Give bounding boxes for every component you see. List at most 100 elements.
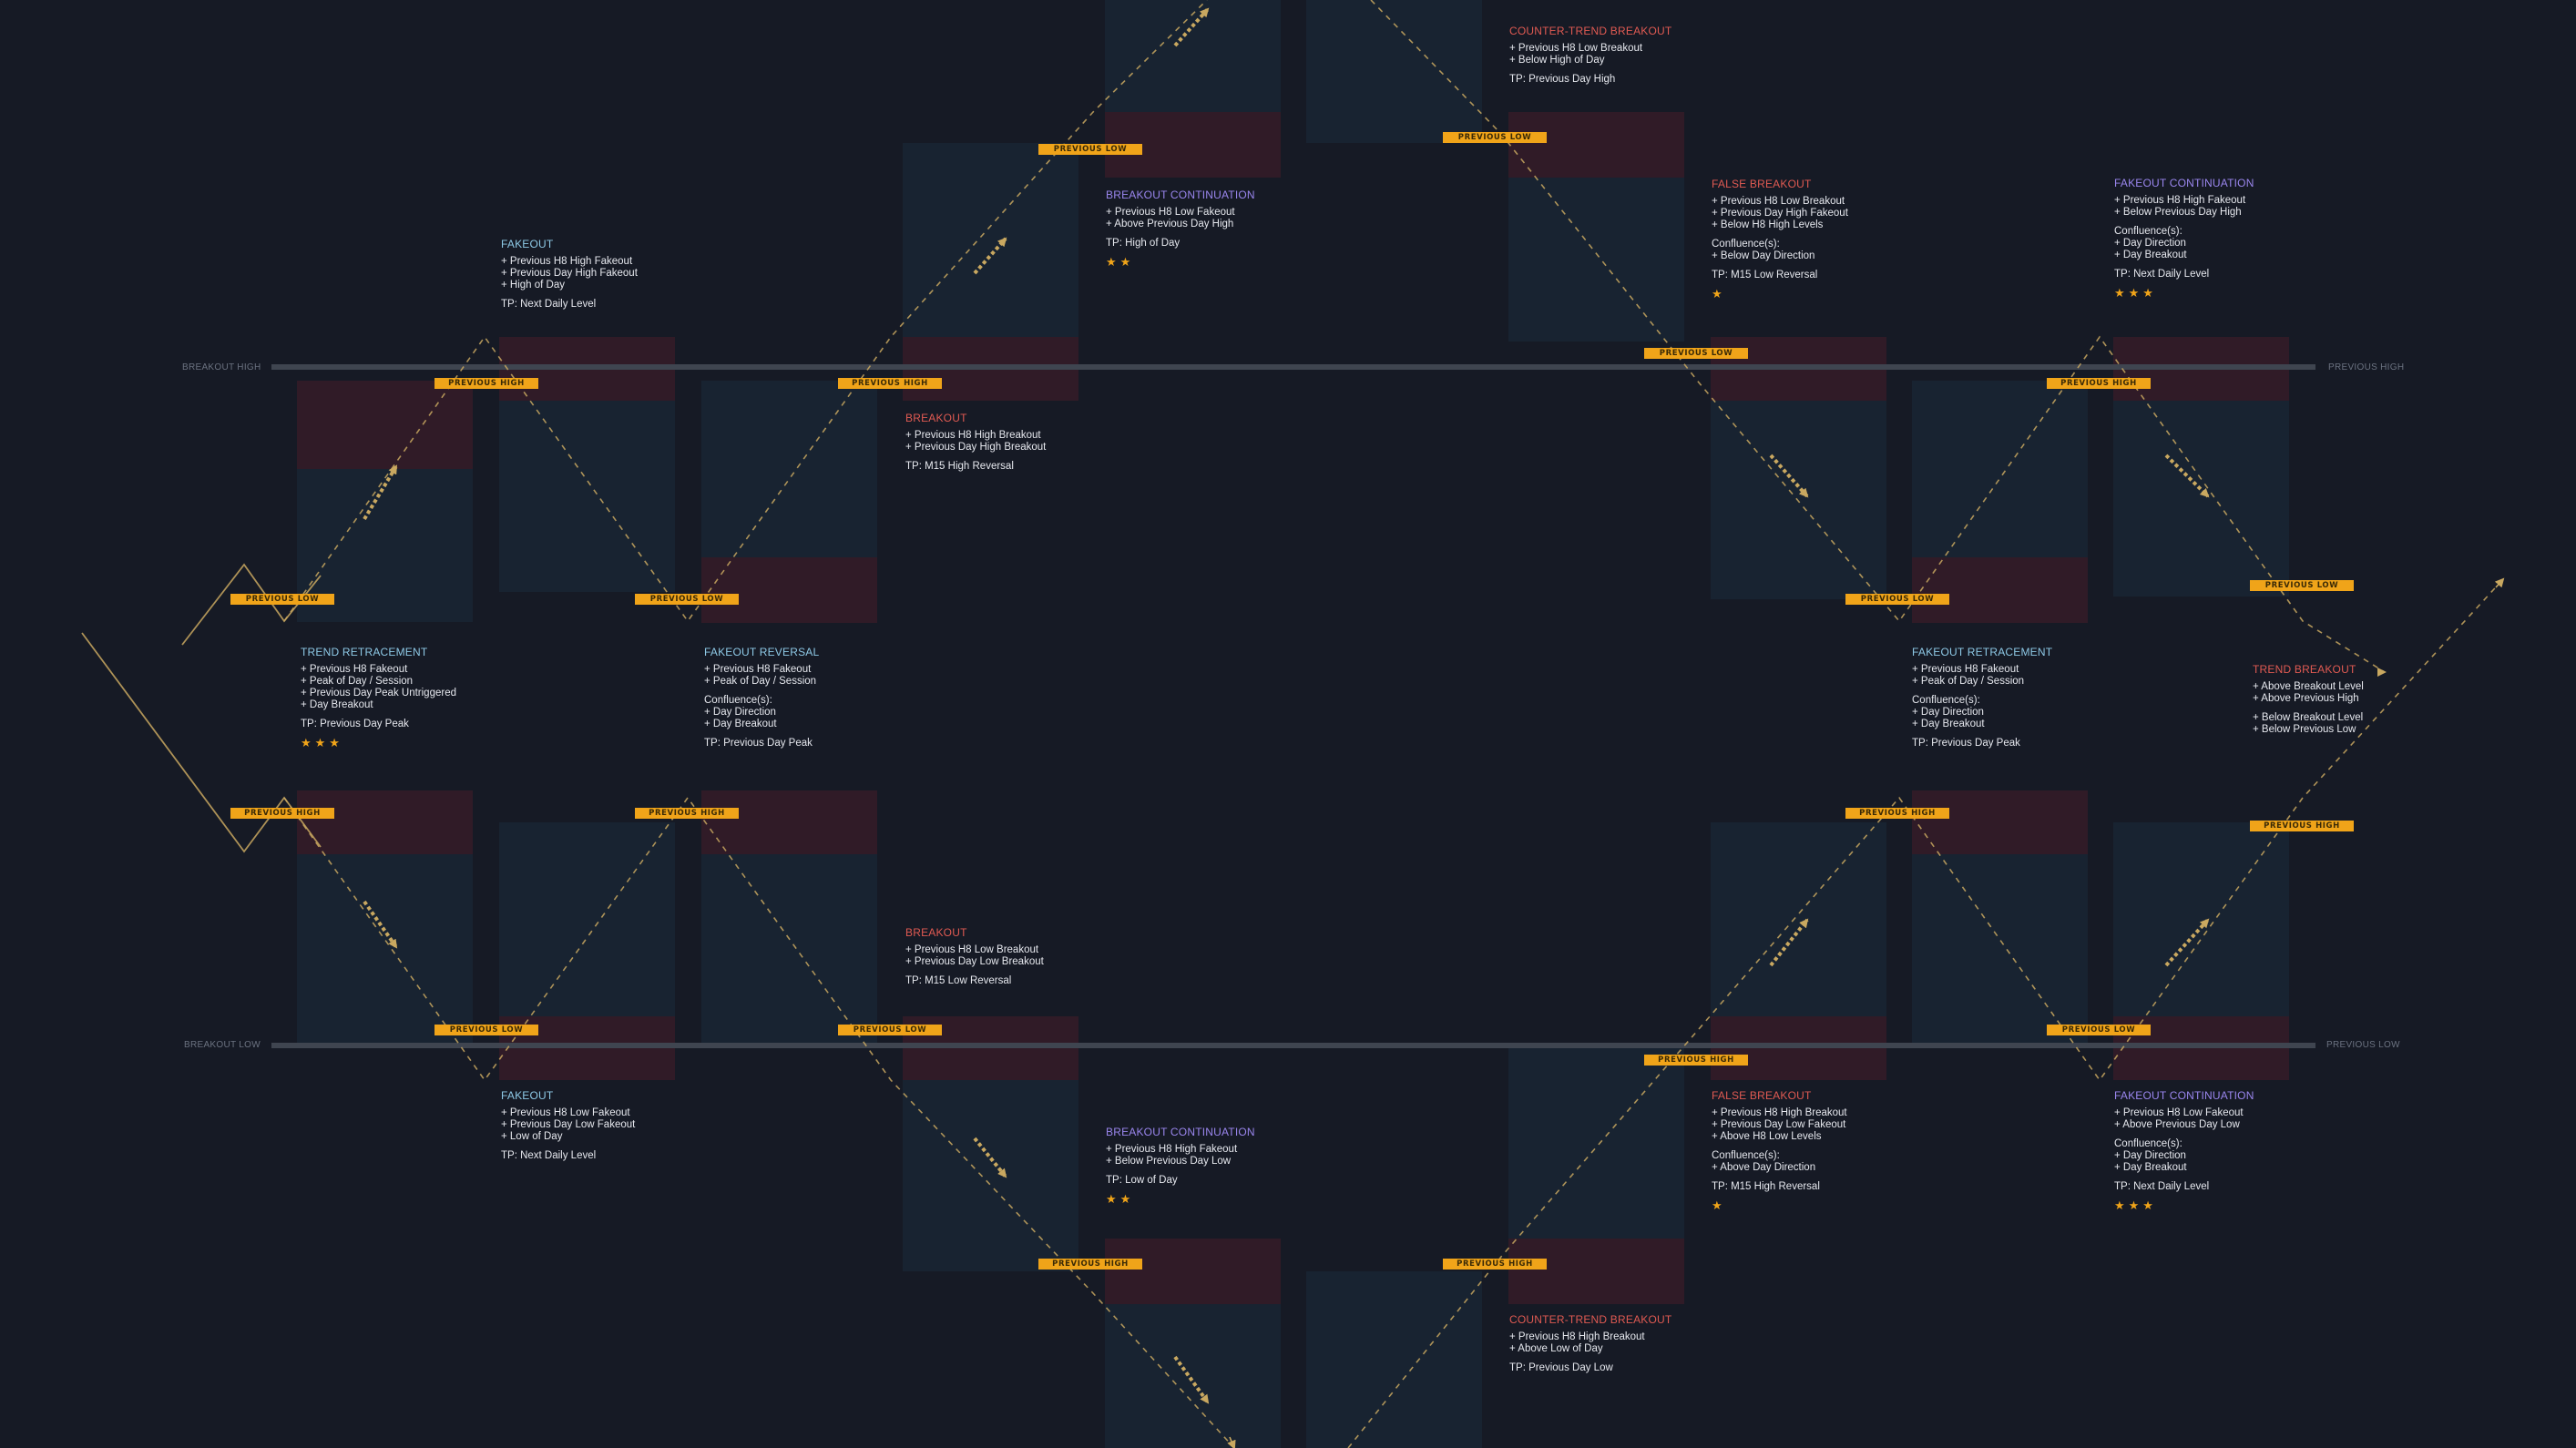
setup-condition: + Previous H8 Low Fakeout: [501, 1107, 630, 1118]
setup-confluence: + Day Breakout: [704, 719, 777, 729]
setup-condition: + Previous Day High Fakeout: [1712, 208, 1848, 219]
zones-layer: [297, 0, 2289, 1448]
demand-zone: [903, 1080, 1078, 1271]
setup-confluence: + Day Breakout: [2114, 250, 2187, 260]
previous-low-tag: PREVIOUS LOW: [1644, 348, 1748, 359]
setup-condition: + Previous H8 High Breakout: [905, 430, 1041, 441]
setup-condition: + Previous H8 Fakeout: [1912, 664, 2019, 675]
rating-stars-icon: ★★★: [2114, 1198, 2157, 1212]
setup-trend-retracement: TREND RETRACEMENT + Previous H8 Fakeout + …: [301, 647, 456, 749]
previous-low-tag: PREVIOUS LOW: [434, 1025, 538, 1035]
setup-condition: + Previous H8 Fakeout: [301, 664, 408, 675]
setup-condition: + Peak of Day / Session: [1912, 676, 2025, 687]
previous-high-tag: PREVIOUS HIGH: [1644, 1055, 1748, 1066]
direction-arrow-icon: [2164, 918, 2210, 967]
setup-fakeout-top: FAKEOUT + Previous H8 High Fakeout + Previ…: [501, 239, 638, 311]
setup-title: FAKEOUT: [501, 238, 554, 250]
setup-condition: + Below H8 High Levels: [1712, 219, 1824, 230]
setup-confluence: + Day Direction: [2114, 238, 2186, 249]
direction-arrow-icon: [1769, 454, 1809, 498]
breakout-high-label: BREAKOUT HIGH: [182, 362, 261, 372]
setup-title: BREAKOUT CONTINUATION: [1106, 189, 1255, 201]
setup-fakeout-bottom: FAKEOUT + Previous H8 Low Fakeout + Previo…: [501, 1090, 635, 1162]
demand-zone: [701, 854, 877, 1045]
setup-take-profit: TP: M15 Low Reversal: [905, 975, 1012, 986]
previous-high-tag: PREVIOUS HIGH: [230, 808, 334, 819]
price-path-lower-bullish: [1347, 578, 2504, 1448]
previous-low-tag: PREVIOUS LOW: [635, 594, 739, 605]
setup-take-profit: TP: Next Daily Level: [501, 299, 597, 310]
previous-high-tag: PREVIOUS HIGH: [2250, 821, 2354, 831]
setup-take-profit: TP: Previous Day Peak: [301, 719, 409, 729]
setup-take-profit: TP: M15 High Reversal: [1712, 1181, 1820, 1192]
setup-title: BREAKOUT: [905, 412, 967, 424]
setup-take-profit: TP: M15 Low Reversal: [1712, 270, 1818, 280]
supply-zone: [701, 557, 877, 623]
setup-condition: + High of Day: [501, 280, 565, 291]
demand-zone: [1508, 178, 1684, 342]
setup-condition: + Previous H8 Low Fakeout: [2114, 1107, 2244, 1118]
breakout-low-label: BREAKOUT LOW: [184, 1040, 261, 1050]
direction-arrow-icon: [363, 464, 398, 521]
setup-condition: + Previous Day Low Fakeout: [501, 1119, 636, 1130]
demand-zone: [1711, 401, 1886, 599]
setup-condition: + Previous Day Low Breakout: [905, 956, 1044, 967]
demand-zone: [1711, 822, 1886, 1016]
price-path-solid-bottom-left: [81, 632, 322, 853]
direction-arrow-icon: [2164, 454, 2210, 498]
demand-zone: [701, 381, 877, 557]
setup-condition: + Peak of Day / Session: [301, 676, 414, 687]
rating-stars-icon: ★: [1712, 287, 1726, 301]
setup-fakeout-continuation-bottom: FAKEOUT CONTINUATION + Previous H8 Low Fa…: [2114, 1090, 2254, 1212]
setup-false-breakout-bottom: FALSE BREAKOUT + Previous H8 High Breakou…: [1712, 1090, 1847, 1212]
setup-title: FALSE BREAKOUT: [1712, 178, 1812, 190]
supply-zone: [1105, 1239, 1281, 1304]
demand-zone: [297, 854, 473, 1045]
setup-condition: + Below Previous Day High: [2114, 207, 2242, 218]
setup-condition: + Previous H8 High Fakeout: [2114, 195, 2246, 206]
direction-arrow-icon: [1173, 7, 1210, 47]
previous-high-tag: PREVIOUS HIGH: [635, 808, 739, 819]
setup-title: FAKEOUT REVERSAL: [704, 646, 820, 658]
setup-fakeout-retracement: FAKEOUT RETRACEMENT + Previous H8 Fakeout…: [1912, 647, 2052, 749]
demand-zone: [903, 143, 1078, 337]
supply-zone: [1912, 557, 2088, 623]
setup-title: COUNTER-TREND BREAKOUT: [1509, 25, 1672, 37]
direction-arrow-icon: [363, 900, 398, 949]
demand-zone: [1105, 0, 1281, 112]
setup-confluence: Confluence(s):: [704, 695, 772, 706]
setup-condition: + Below High of Day: [1509, 55, 1605, 66]
setup-fakeout-continuation-top: FAKEOUT CONTINUATION + Previous H8 High F…: [2114, 177, 2254, 300]
previous-high-tag: PREVIOUS HIGH: [1038, 1259, 1142, 1270]
levels-layer: [271, 364, 2315, 1048]
setup-condition: + Peak of Day / Session: [704, 676, 817, 687]
rating-stars-icon: ★: [1712, 1198, 1726, 1212]
setup-condition: + Above Low of Day: [1509, 1343, 1603, 1354]
setup-title: TREND RETRACEMENT: [301, 646, 428, 658]
setup-condition: + Previous H8 Low Breakout: [905, 944, 1039, 955]
setup-breakout-continuation-top: BREAKOUT CONTINUATION + Previous H8 Low F…: [1106, 189, 1255, 269]
previous-high-tag: PREVIOUS HIGH: [838, 378, 942, 389]
demand-zone: [2113, 401, 2289, 597]
supply-zone: [297, 381, 473, 469]
arrow-end-icon: [1227, 1436, 1236, 1448]
supply-zone: [1912, 790, 2088, 854]
setup-condition: + Previous H8 Fakeout: [704, 664, 812, 675]
demand-zone: [1912, 381, 2088, 557]
setup-confluence: + Below Breakout Level: [2253, 712, 2364, 723]
setup-condition: + Previous H8 High Breakout: [1712, 1107, 1847, 1118]
setup-confluence: + Day Direction: [1912, 707, 1984, 718]
setup-title: BREAKOUT CONTINUATION: [1106, 1126, 1255, 1138]
demand-zone: [1912, 854, 2088, 1045]
setup-condition: + Previous Day High Breakout: [905, 442, 1047, 453]
setup-confluence: + Day Direction: [2114, 1150, 2186, 1161]
setup-condition: + Low of Day: [501, 1131, 563, 1142]
setup-trend-breakout: TREND BREAKOUT + Above Breakout Level + Ab…: [2253, 664, 2364, 736]
previous-low-tag: PREVIOUS LOW: [230, 594, 334, 605]
rating-stars-icon: ★★★: [2114, 286, 2157, 300]
setup-title: FAKEOUT CONTINUATION: [2114, 177, 2254, 189]
previous-high-tag: PREVIOUS HIGH: [1443, 1259, 1547, 1270]
setup-confluence: + Day Direction: [704, 707, 776, 718]
setup-confluence: Confluence(s):: [2114, 1138, 2182, 1149]
